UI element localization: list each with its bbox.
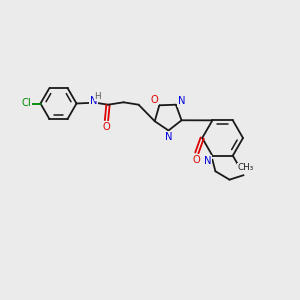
Text: N: N — [204, 156, 212, 166]
Text: N: N — [178, 96, 185, 106]
Text: O: O — [151, 95, 158, 105]
Text: CH₃: CH₃ — [237, 163, 254, 172]
Text: O: O — [102, 122, 110, 132]
Text: Cl: Cl — [22, 98, 32, 109]
Text: N: N — [90, 96, 98, 106]
Text: H: H — [94, 92, 101, 101]
Text: O: O — [193, 154, 200, 165]
Text: N: N — [165, 132, 172, 142]
